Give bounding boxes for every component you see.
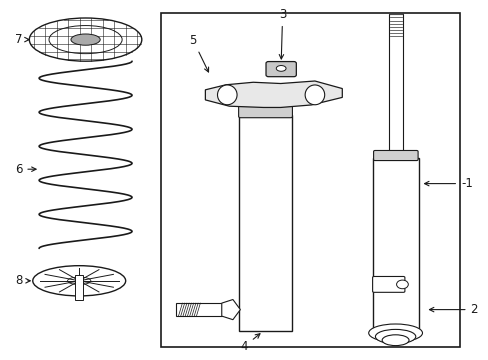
- Bar: [176, 303, 221, 316]
- Ellipse shape: [67, 277, 91, 284]
- Text: 8: 8: [15, 274, 30, 287]
- Text: 3: 3: [278, 8, 286, 59]
- Ellipse shape: [368, 324, 422, 342]
- FancyBboxPatch shape: [372, 276, 404, 292]
- Ellipse shape: [33, 266, 125, 296]
- Bar: [75, 275, 83, 300]
- Polygon shape: [222, 300, 240, 320]
- Text: 4: 4: [240, 334, 260, 353]
- Ellipse shape: [217, 85, 237, 105]
- Ellipse shape: [71, 34, 100, 45]
- Bar: [372, 158, 418, 331]
- Bar: [161, 13, 459, 347]
- Text: -1: -1: [424, 177, 472, 190]
- FancyBboxPatch shape: [373, 150, 417, 161]
- Text: 7: 7: [15, 33, 29, 46]
- Ellipse shape: [276, 66, 285, 71]
- Ellipse shape: [375, 329, 415, 344]
- Ellipse shape: [305, 85, 324, 105]
- Text: 2: 2: [428, 303, 477, 316]
- Ellipse shape: [382, 335, 408, 346]
- Text: 6: 6: [15, 163, 36, 176]
- Polygon shape: [205, 81, 342, 107]
- Bar: [388, 14, 403, 158]
- Ellipse shape: [49, 26, 122, 54]
- Ellipse shape: [29, 18, 142, 61]
- Bar: [238, 115, 292, 331]
- FancyBboxPatch shape: [265, 62, 296, 77]
- FancyBboxPatch shape: [238, 106, 292, 118]
- Text: 5: 5: [189, 34, 208, 72]
- Circle shape: [396, 280, 407, 289]
